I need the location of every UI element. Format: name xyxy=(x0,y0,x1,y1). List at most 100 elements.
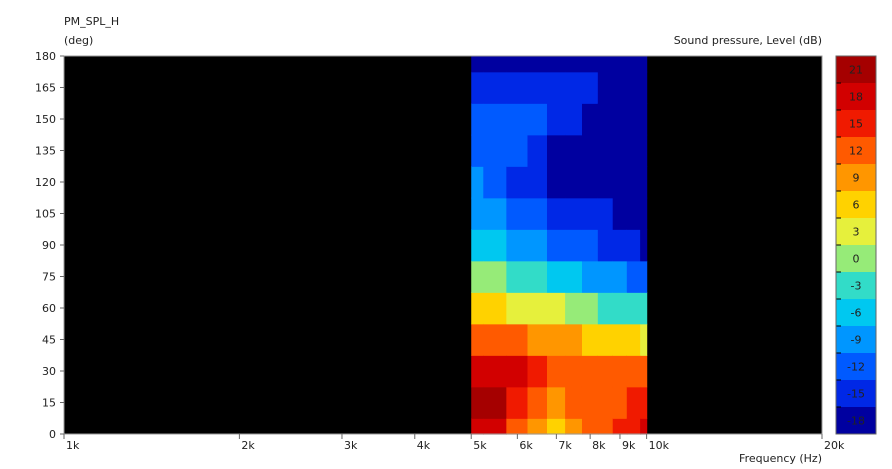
y-tick-label: 15 xyxy=(42,397,56,410)
colorbar-swatch xyxy=(836,56,876,84)
colorbar-swatch xyxy=(836,299,876,327)
colorbar-level-label: -9 xyxy=(851,334,862,347)
heatmap-cell xyxy=(640,355,648,388)
heatmap-cell xyxy=(506,418,529,435)
heatmap-cell xyxy=(565,418,583,435)
heatmap-cell xyxy=(612,355,628,388)
heatmap-cell xyxy=(581,229,599,262)
x-tick-label: 8k xyxy=(592,439,606,452)
colorbar-swatch xyxy=(836,218,876,246)
colorbar-level-label: -15 xyxy=(847,388,865,401)
heatmap-cell xyxy=(626,56,641,73)
heatmap-cell xyxy=(612,418,628,435)
y-tick-label: 90 xyxy=(42,239,56,252)
chart-title: PM_SPL_H xyxy=(64,15,119,28)
heatmap-cell xyxy=(597,355,614,388)
heatmap-cell xyxy=(527,292,548,325)
colorbar-swatch xyxy=(836,380,876,408)
heatmap-cell xyxy=(640,134,648,167)
y-tick-label: 0 xyxy=(49,428,56,441)
x-tick-label: 4k xyxy=(417,439,431,452)
heatmap-cell xyxy=(506,292,529,325)
heatmap-cell xyxy=(640,71,648,104)
heatmap-cell xyxy=(483,418,507,435)
colorbar-level-label: 21 xyxy=(849,64,863,77)
heatmap-cell xyxy=(565,260,583,293)
x-tick-label: 1k xyxy=(66,439,80,452)
heatmap-cell xyxy=(506,71,529,104)
colorbar-swatch xyxy=(836,83,876,111)
heatmap-cell xyxy=(483,166,507,199)
heatmap-cell xyxy=(471,71,484,104)
heatmap-cell xyxy=(581,323,599,356)
x-axis: 1k 2k 3k 4k 5k 6k 7k 8k 9k 10k 20k xyxy=(63,434,845,452)
heatmap-cell xyxy=(471,103,484,136)
plot-area xyxy=(64,56,822,434)
heatmap-cell xyxy=(640,103,648,136)
heatmap-cell xyxy=(483,103,507,136)
heatmap-cell xyxy=(581,166,599,199)
heatmap-cell xyxy=(527,166,548,199)
heatmap-cell xyxy=(546,197,566,230)
heatmap-cell xyxy=(471,260,484,293)
colorbar: 21 18 15 12 9 6 3 0 -3 -6 -9 -12 -15 -18 xyxy=(835,55,877,435)
colorbar-swatch xyxy=(836,272,876,300)
heatmap-cell xyxy=(527,386,548,419)
y-tick-label: 60 xyxy=(42,302,56,315)
heatmap-cell xyxy=(506,386,529,419)
heatmap-cell xyxy=(626,355,641,388)
y-tick-label: 150 xyxy=(35,113,56,126)
heatmap-cell xyxy=(597,292,614,325)
heatmap-cell xyxy=(612,71,628,104)
heatmap-cell xyxy=(565,56,583,73)
heatmap-cell xyxy=(471,418,484,435)
x-tick-label: 2k xyxy=(241,439,255,452)
x-tick-label: 6k xyxy=(519,439,533,452)
heatmap-cell xyxy=(506,103,529,136)
heatmap-cell xyxy=(565,197,583,230)
heatmap-cell xyxy=(546,166,566,199)
heatmap-cell xyxy=(483,386,507,419)
heatmap-cell xyxy=(612,323,628,356)
heatmap-cells xyxy=(471,56,648,435)
heatmap-cell xyxy=(626,197,641,230)
colorbar-swatch xyxy=(836,245,876,273)
heatmap-cell xyxy=(626,166,641,199)
heatmap-cell xyxy=(581,418,599,435)
x-tick-label: 20k xyxy=(824,439,845,452)
heatmap-cell xyxy=(527,71,548,104)
heatmap-cell xyxy=(546,323,566,356)
heatmap-cell xyxy=(581,71,599,104)
heatmap-cell xyxy=(471,56,484,73)
heatmap-cell xyxy=(527,103,548,136)
heatmap-cell xyxy=(581,134,599,167)
colorbar-swatch xyxy=(836,407,876,435)
heatmap-cell xyxy=(506,197,529,230)
heatmap-cell xyxy=(527,134,548,167)
y-tick-label: 75 xyxy=(42,271,56,284)
heatmap-cell xyxy=(612,56,628,73)
heatmap-cell xyxy=(626,292,641,325)
heatmap-cell xyxy=(597,197,614,230)
heatmap-cell xyxy=(483,71,507,104)
colorbar-level-label: 18 xyxy=(849,91,863,104)
heatmap-cell xyxy=(483,260,507,293)
heatmap-cell xyxy=(597,56,614,73)
heatmap-cell xyxy=(640,323,648,356)
heatmap-cell xyxy=(626,418,641,435)
heatmap-cell xyxy=(597,418,614,435)
heatmap-cell xyxy=(546,260,566,293)
heatmap-cell xyxy=(506,166,529,199)
heatmap-cell xyxy=(626,260,641,293)
colorbar-swatch xyxy=(836,137,876,165)
heatmap-cell xyxy=(597,323,614,356)
y-axis: 0 15 30 45 60 75 90 105 120 135 150 165 180 xyxy=(35,50,64,441)
y-tick-label: 105 xyxy=(35,208,56,221)
colorbar-level-label: 9 xyxy=(853,172,860,185)
heatmap-cell xyxy=(612,134,628,167)
heatmap-cell xyxy=(581,103,599,136)
x-tick-label: 3k xyxy=(344,439,358,452)
heatmap-cell xyxy=(506,56,529,73)
heatmap-cell xyxy=(506,134,529,167)
